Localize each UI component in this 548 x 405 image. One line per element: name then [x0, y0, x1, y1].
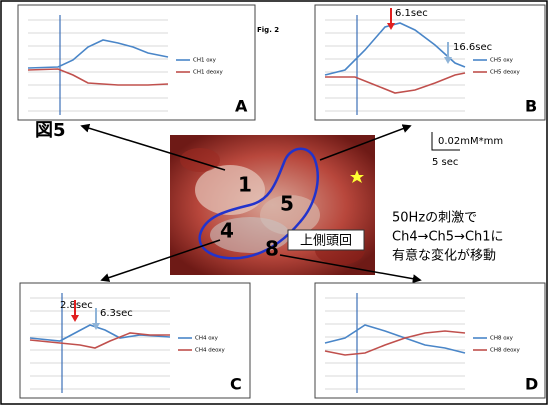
panel: CH1 oxy CH1 deoxy A: [18, 5, 255, 120]
scale-time: 5 sec: [432, 157, 458, 168]
legend-label: CH1 oxy: [193, 58, 217, 64]
panel-letter: B: [525, 97, 537, 116]
caption-line: 有意な変化が移動: [392, 248, 496, 264]
panel: CH8 oxy CH8 deoxy D: [315, 283, 545, 398]
channel-label: 5: [280, 192, 294, 216]
panel-frame: [18, 5, 255, 120]
annotation: 6.1sec: [395, 8, 428, 19]
panel-letter: C: [230, 375, 242, 394]
figure: Fig. 2 図5 1 5 4 8 上側頭回 0.02mM*mm 5 sec 5…: [0, 0, 548, 405]
caption-line: Ch4→Ch5→Ch1に: [392, 230, 504, 245]
legend-label: CH5 deoxy: [490, 70, 521, 76]
annotation: 16.6sec: [453, 42, 492, 53]
legend-label: CH4 oxy: [195, 336, 219, 342]
channel-label: 4: [220, 219, 234, 243]
annotation: 6.3sec: [100, 308, 133, 319]
caption-line: 50Hzの刺激で: [392, 211, 477, 226]
figure-title: 図5: [35, 120, 66, 141]
scale-amplitude: 0.02mM*mm: [438, 136, 503, 147]
legend-label: CH8 deoxy: [490, 348, 521, 354]
panel: CH5 oxy CH5 deoxy B 6.1sec 16.6sec: [315, 5, 545, 120]
legend-label: CH1 deoxy: [193, 70, 224, 76]
legend-label: CH8 oxy: [490, 336, 514, 342]
region-label: 上側頭回: [300, 234, 352, 249]
panel: CH4 oxy CH4 deoxy C 2.8sec 6.3sec: [20, 283, 250, 398]
panel-letter: A: [235, 97, 248, 116]
panel-letter: D: [525, 375, 538, 394]
fig-label: Fig. 2: [257, 26, 279, 34]
channel-label: 1: [238, 173, 252, 197]
legend-label: CH4 deoxy: [195, 348, 226, 354]
annotation: 2.8sec: [60, 300, 93, 311]
page: {"figure_title": "図5", "fig_label": "Fig…: [0, 0, 548, 405]
legend-label: CH5 oxy: [490, 58, 514, 64]
channel-label: 8: [265, 237, 279, 261]
